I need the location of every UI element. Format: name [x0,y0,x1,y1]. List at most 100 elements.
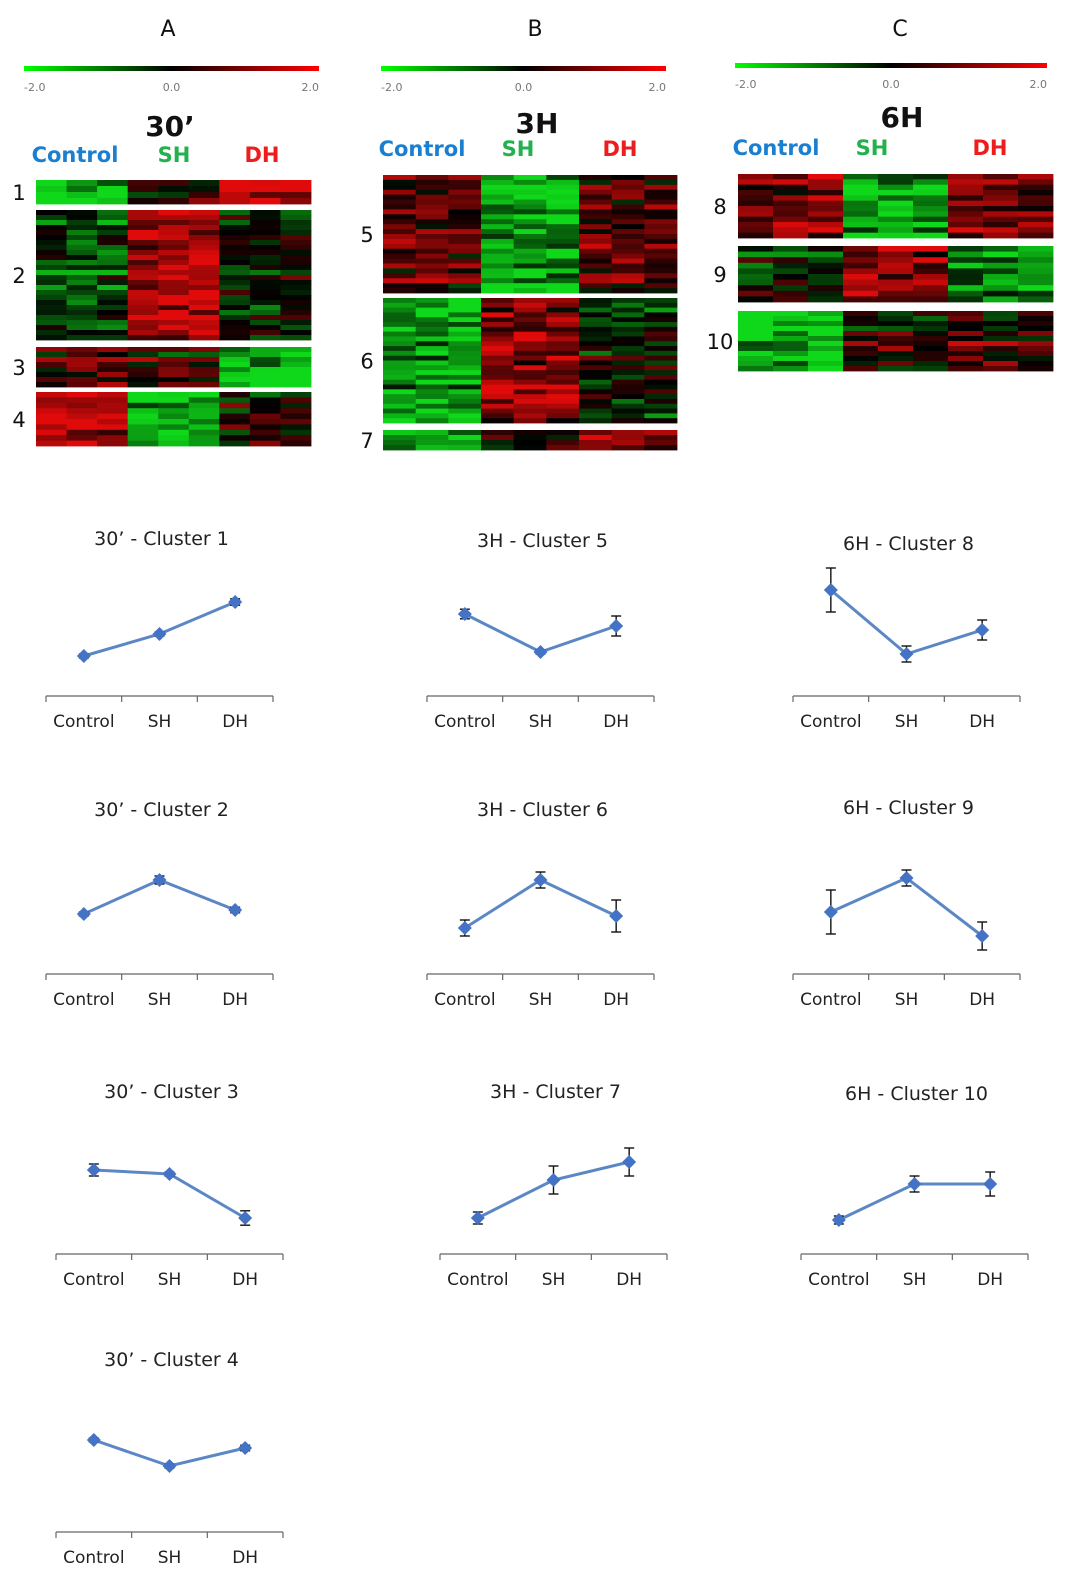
x-tick-label: DH [603,990,629,1010]
heatmap-cell [36,192,67,199]
heatmap-cell [127,270,159,276]
heatmap-cell [383,175,417,181]
chart-title: 3H - Cluster 5 [477,530,608,552]
heatmap-cell [913,361,949,367]
heatmap-cell [97,290,129,296]
heatmap-cell [249,367,281,373]
heatmap-cell [280,413,312,420]
heatmap-cell [808,274,844,280]
heatmap-cell [219,260,251,266]
heatmap-cluster-3 [36,347,312,388]
heatmap-cell [188,240,220,246]
heatmap-cell [415,360,449,366]
heatmap-cell [415,224,449,230]
heatmap-cell [280,408,312,414]
heatmap-cell [36,367,67,373]
heatmap-cell [448,394,482,400]
heatmap-cell [773,361,809,367]
heatmap-cell [644,268,678,274]
heatmap-cell [280,397,312,404]
heatmap-cell [158,310,190,316]
heatmap-cell [611,389,645,395]
group-header-sh: SH [158,143,191,167]
data-point-marker [238,1211,253,1225]
heatmap-cell [219,347,251,353]
cluster-number: 1 [12,181,25,205]
heatmap-cell [36,235,67,241]
heatmap-cell [546,298,580,304]
data-point-marker [470,1211,485,1225]
x-tick-label: DH [603,712,629,732]
heatmap-cell [158,210,190,216]
heatmap-cell [1018,351,1054,357]
heatmap-cell [127,275,159,281]
heatmap-cell [773,351,809,357]
heatmap-cell [948,331,984,337]
heatmap-cell [66,300,98,306]
heatmap-cell [513,440,547,446]
heatmap-cell [546,435,580,441]
heatmap-cell [948,346,984,352]
heatmap-cell [66,180,98,187]
data-point-marker [238,1441,253,1455]
data-point-marker [457,921,472,935]
heatmap-cell [513,229,547,235]
heatmap-cell [1018,290,1054,297]
heatmap-cell [188,352,220,358]
heatmap-cell [546,350,580,357]
heatmap-cell [878,227,914,234]
heatmap-cell [983,257,1019,264]
heatmap-cell [97,255,129,261]
heatmap-cell [97,230,129,236]
heatmap-cell [579,312,613,318]
heatmap-cell [644,302,678,309]
heatmap-cell [513,263,547,269]
heatmap-cell [878,268,914,275]
heatmap-cell [948,356,984,362]
heatmap-cell [738,246,774,252]
cluster-profile-chart-6: 3H - Cluster 6 Control SH DH [426,799,655,1010]
heatmap-cell [481,219,515,225]
heatmap-cell [579,273,613,279]
heatmap-cell [644,184,678,191]
heatmap-cell [158,280,190,286]
heatmap-cell [808,361,844,367]
heatmap-cell [983,326,1019,332]
heatmap-cell [36,305,67,311]
heatmap-cell [448,331,482,337]
heatmap-cell [383,365,417,371]
heatmap-cell [579,350,613,357]
heatmap-cell [36,408,67,414]
chart-title: 6H - Cluster 10 [845,1083,988,1105]
heatmap-cell [878,279,914,286]
heatmap-cell [983,222,1019,228]
heatmap-cell [280,192,312,199]
heatmap-cell [66,357,98,363]
heatmap-cell [127,230,159,236]
heatmap-cell [644,224,678,230]
heatmap-cell [843,190,879,196]
heatmap-cell [948,321,984,327]
heatmap-cell [249,402,281,409]
heatmap-cell [808,285,844,292]
heatmap-cell [983,179,1019,186]
heatmap-cell [611,278,645,284]
heatmap-cell [219,424,251,431]
heatmap-cell [383,243,417,250]
heatmap-cell [219,285,251,291]
heatmap-cell [158,186,190,193]
heatmap-cell [843,321,879,327]
heatmap-cell [249,270,281,276]
heatmap-cell [738,190,774,196]
heatmap-cell [1018,274,1054,280]
heatmap-cell [481,194,515,200]
heatmap-cell [188,295,220,301]
heatmap-cell [611,307,645,313]
heatmap-cell [773,222,809,228]
heatmap-cell [808,211,844,218]
heatmap-cell [66,215,98,221]
heatmap-cell [513,413,547,419]
heatmap-cell [738,341,774,347]
heatmap-cell [546,317,580,323]
heatmap-cell [448,445,482,451]
